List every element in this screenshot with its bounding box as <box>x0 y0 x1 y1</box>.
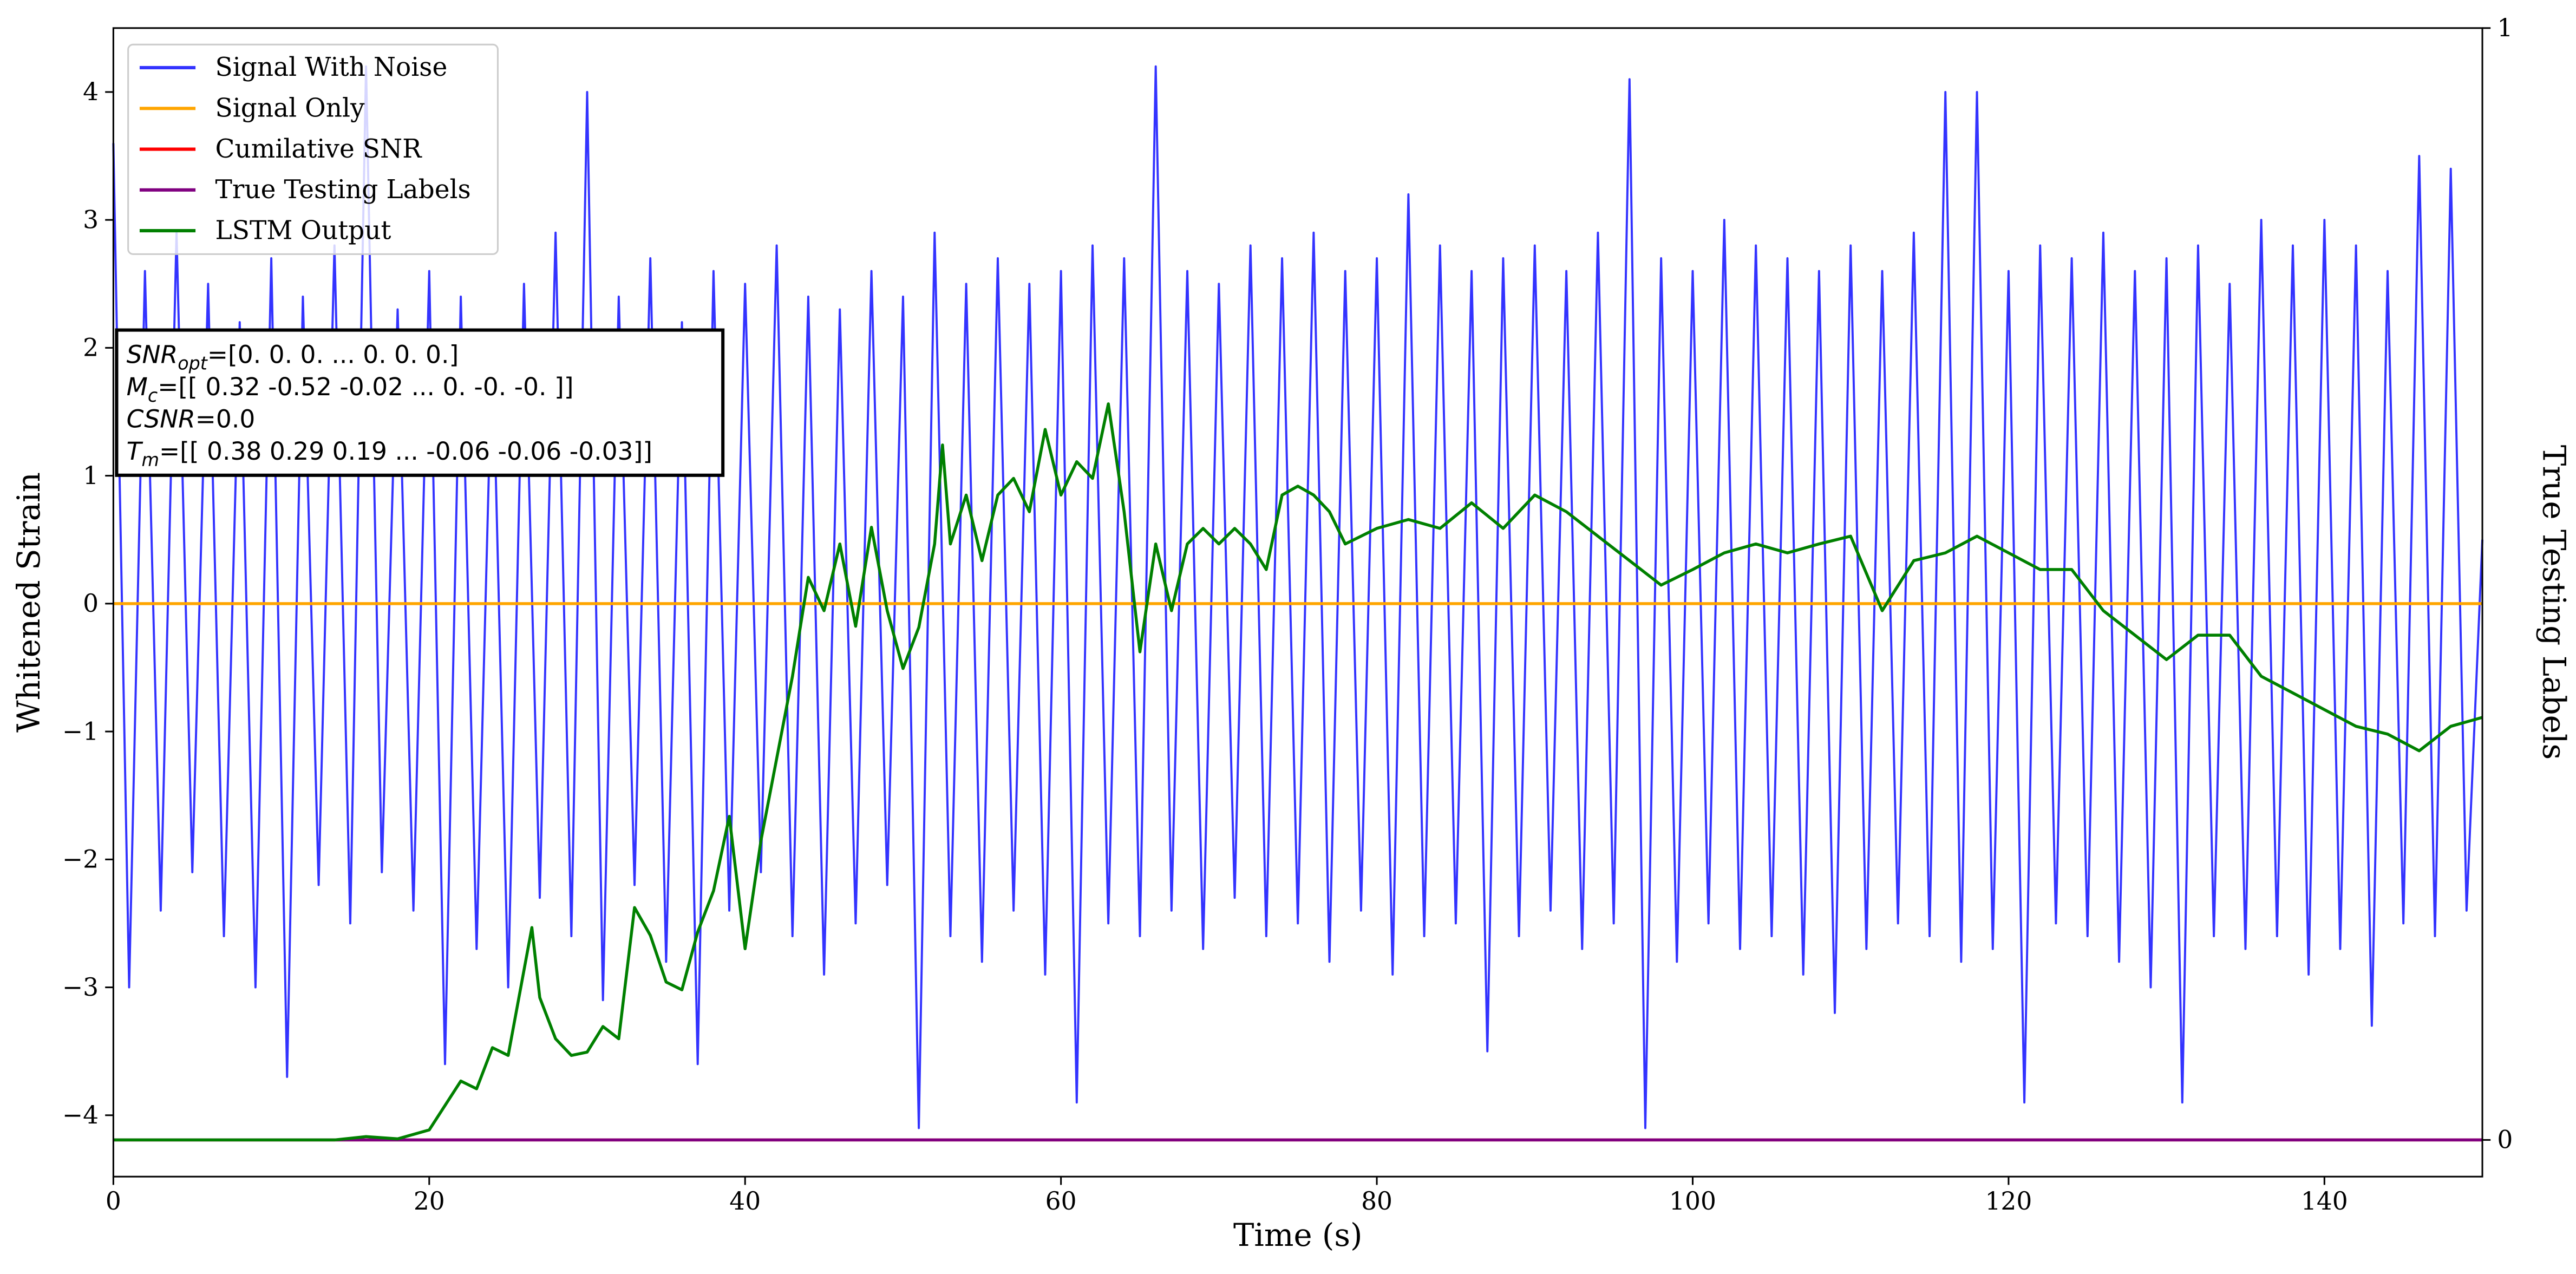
annotation-symbol: T <box>127 437 143 466</box>
y-tick-label: −4 <box>62 1101 99 1129</box>
annotation-subscript: c <box>148 385 158 406</box>
x-tick-label: 40 <box>729 1187 761 1216</box>
y-tick-label: 1 <box>83 461 99 490</box>
y2-tick-label: 0 <box>2497 1126 2513 1154</box>
y-tick-label: −2 <box>62 845 99 873</box>
legend-label: True Testing Labels <box>215 175 471 205</box>
x-tick-label: 120 <box>1985 1187 2032 1216</box>
annotation-subscript: opt <box>178 353 208 374</box>
legend-label: LSTM Output <box>215 215 391 245</box>
legend: Signal With Noise Signal Only Cumilative S… <box>127 43 499 255</box>
x-tick-label: 60 <box>1045 1187 1077 1216</box>
x-tick-label: 20 <box>414 1187 445 1216</box>
annotation-symbol: CSNR <box>127 404 195 433</box>
y-tick-label: −1 <box>62 717 99 746</box>
annotation-line: SNRopt=[0. 0. 0. ... 0. 0. 0.] <box>127 340 459 374</box>
plot-area <box>112 65 2484 1142</box>
annotation-box <box>115 328 725 477</box>
y2-tick-label: 1 <box>2497 14 2513 42</box>
x-tick-label: 140 <box>2301 1187 2348 1216</box>
y-tick-label: 2 <box>83 334 99 362</box>
annotation-text: =[[ 0.38 0.29 0.19 ... -0.06 -0.06 -0.03… <box>159 437 652 466</box>
y-tick-label: 4 <box>83 77 99 106</box>
x-tick-label: 80 <box>1361 1187 1392 1216</box>
annotation-line: Tm=[[ 0.38 0.29 0.19 ... -0.06 -0.06 -0.… <box>127 437 652 471</box>
annotation-symbol: M <box>127 373 148 401</box>
series-line <box>113 402 2483 1142</box>
legend-label: Signal Only <box>215 93 365 123</box>
x-axis-label: Time (s) <box>1233 1217 1363 1253</box>
legend-label: Signal With Noise <box>215 53 448 82</box>
y-tick-label: 0 <box>83 589 99 618</box>
y-axis-label: Whitened Strain <box>10 472 47 733</box>
annotation: SNRopt=[0. 0. 0. ... 0. 0. 0.]Mc=[[ 0.32… <box>115 328 725 477</box>
annotation-line: CSNR=0.0 <box>127 404 256 433</box>
annotation-symbol: SNR <box>127 340 178 369</box>
annotation-text: =[0. 0. 0. ... 0. 0. 0.] <box>207 340 459 369</box>
annotation-text: =[[ 0.32 -0.52 -0.02 ... 0. -0. -0. ]] <box>158 373 573 401</box>
y-tick-label: −3 <box>62 973 99 1002</box>
y2-axis-label: True Testing Labels <box>2535 445 2572 760</box>
x-tick-label: 100 <box>1669 1187 1716 1216</box>
series-line <box>112 65 2484 1129</box>
annotation-line: Mc=[[ 0.32 -0.52 -0.02 ... 0. -0. -0. ]] <box>127 373 574 406</box>
axes-frame <box>112 27 2483 1178</box>
legend-box <box>127 43 499 255</box>
annotation-text: =0.0 <box>195 404 256 433</box>
annotation-subscript: m <box>141 449 159 471</box>
x-tick-label: 0 <box>106 1187 121 1216</box>
legend-label: Cumilative SNR <box>215 134 422 164</box>
y-tick-label: 3 <box>83 205 99 234</box>
